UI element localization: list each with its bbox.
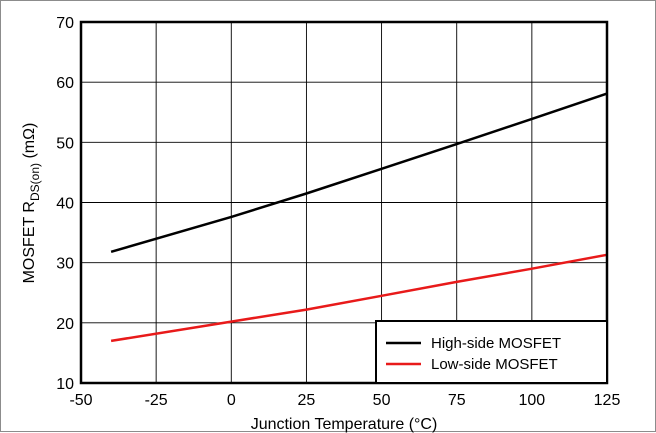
x-tick-label: -50: [69, 392, 92, 409]
x-tick-label: -25: [145, 392, 168, 409]
legend: High-side MOSFET Low-side MOSFET: [375, 320, 608, 384]
x-tick-label: 0: [227, 392, 236, 409]
tick-labels: -50 -25 0 25 50 75 100 125 10 20 30 40 50 60 70: [56, 15, 620, 409]
legend-box: [375, 320, 608, 384]
y-axis-title: MOSFET RDS(on) (mΩ): [21, 123, 42, 284]
y-tick-label: 70: [56, 15, 74, 32]
plot-area-frame: [79, 20, 609, 385]
series-layer: [110, 92, 608, 343]
x-tick-label: 75: [448, 392, 466, 409]
y-tick-label: 60: [56, 75, 74, 92]
y-tick-label: 30: [56, 256, 74, 273]
y-tick-label: 50: [56, 135, 74, 152]
y-tick-label: 40: [56, 196, 74, 213]
grid-layer: [80, 21, 608, 384]
legend-label-low-side: Low-side MOSFET: [431, 356, 558, 373]
series-line-high-side: [110, 92, 608, 254]
y-tick-label: 10: [56, 376, 74, 393]
x-tick-label: 100: [519, 392, 546, 409]
x-axis-title: Junction Temperature (°C): [251, 416, 438, 433]
y-axis-title-main: MOSFET R: [21, 201, 38, 283]
y-axis-title-subscript: DS(on): [28, 163, 42, 201]
x-tick-label: 125: [594, 392, 621, 409]
x-tick-label: 25: [298, 392, 316, 409]
x-tick-label: 50: [373, 392, 391, 409]
legend-label-high-side: High-side MOSFET: [431, 335, 561, 352]
series-line-low-side: [110, 253, 608, 343]
y-tick-label: 20: [56, 316, 74, 333]
y-axis-title-unit: (mΩ): [21, 123, 38, 163]
